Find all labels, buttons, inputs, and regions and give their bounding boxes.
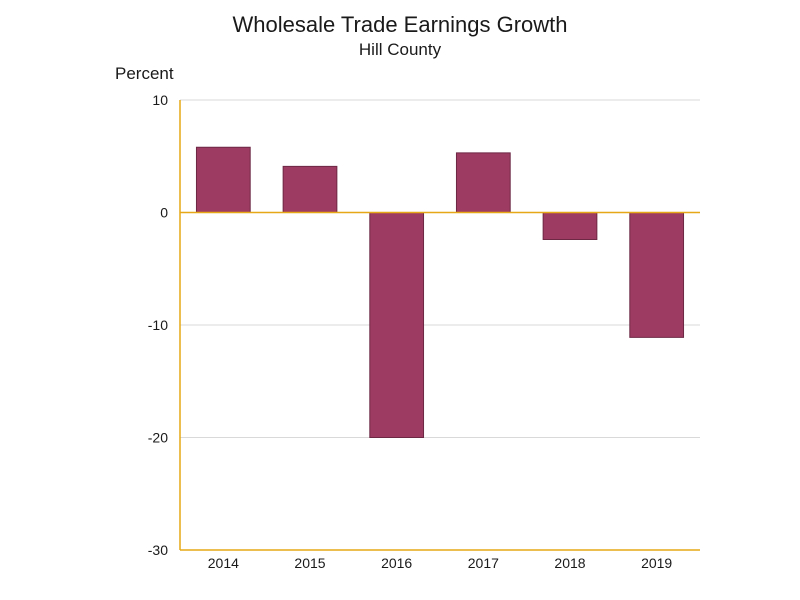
svg-text:0: 0 <box>160 205 168 221</box>
bar <box>630 213 684 338</box>
x-tick-label: 2017 <box>468 555 499 571</box>
x-tick-label: 2018 <box>554 555 585 571</box>
chart-svg: -30 -20 -10 0 10 2014 2015 2016 2017 2018 2019 <box>0 0 800 600</box>
chart-container: Wholesale Trade Earnings Growth Hill Cou… <box>0 0 800 600</box>
svg-text:-30: -30 <box>148 542 168 558</box>
x-tick-label: 2016 <box>381 555 412 571</box>
bar <box>283 166 337 212</box>
bar <box>456 153 510 213</box>
bar <box>370 213 424 438</box>
x-tick-label: 2019 <box>641 555 672 571</box>
x-tick-label: 2014 <box>208 555 239 571</box>
svg-text:-20: -20 <box>148 430 168 446</box>
svg-text:10: 10 <box>152 92 168 108</box>
svg-text:-10: -10 <box>148 317 168 333</box>
x-tick-label: 2015 <box>294 555 325 571</box>
bar <box>543 213 597 240</box>
bar <box>196 147 250 212</box>
